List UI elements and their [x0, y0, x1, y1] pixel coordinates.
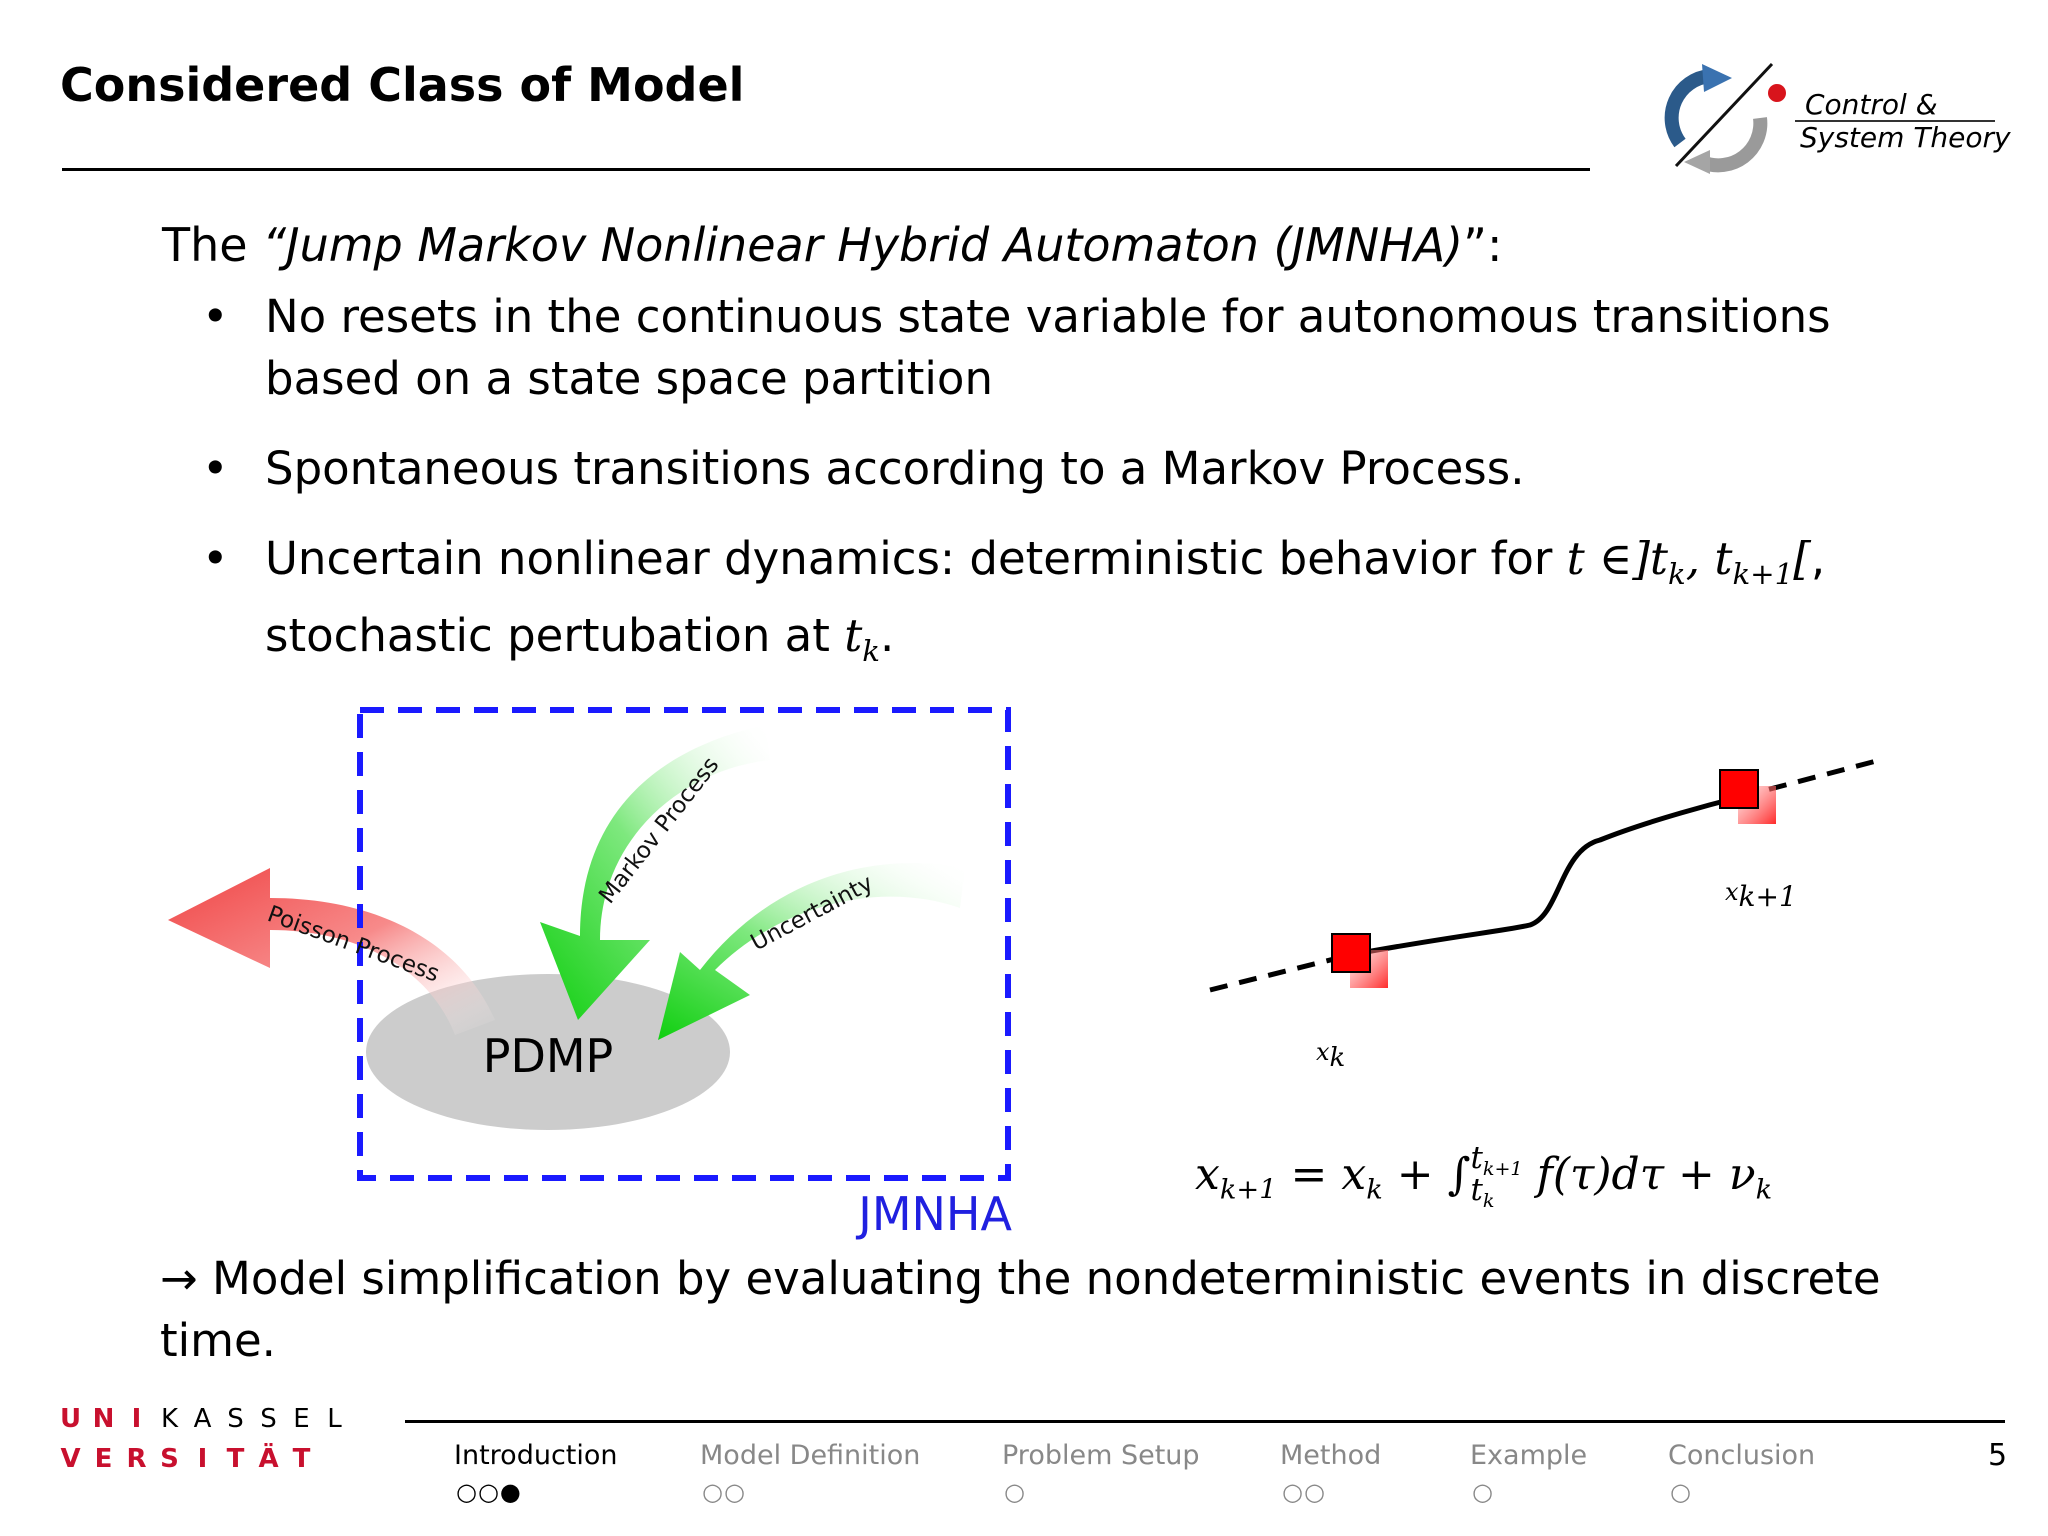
bullet-text: Uncertain nonlinear dynamics: determinis…: [265, 532, 1567, 585]
title-divider: [62, 168, 1590, 171]
nav-model-definition-dots[interactable]: ○○: [702, 1478, 746, 1506]
intro-suffix: ”:: [1463, 218, 1503, 272]
poisson-arrow: [168, 868, 495, 1035]
trajectory-dashed-right: [1739, 757, 1881, 800]
page-number: 5: [1988, 1438, 2008, 1473]
uncertainty-arrow: [658, 863, 965, 1040]
trajectory-dashed-left: [1209, 952, 1351, 993]
conclusion-text: → Model simplification by evaluating the…: [160, 1252, 1881, 1367]
bullet-list: No resets in the continuous state variab…: [200, 286, 1840, 710]
nav-conclusion[interactable]: Conclusion: [1668, 1440, 1816, 1471]
logo-line-1: Control &: [1805, 88, 1938, 121]
nav-method[interactable]: Method: [1280, 1440, 1382, 1471]
jmnha-box: [357, 707, 1011, 1181]
nav-problem-setup[interactable]: Problem Setup: [1002, 1440, 1200, 1471]
bullet-item: Uncertain nonlinear dynamics: determinis…: [200, 528, 1840, 682]
nav-problem-setup-dots[interactable]: ○: [1004, 1478, 1026, 1506]
intro-line: The “Jump Markov Nonlinear Hybrid Automa…: [162, 218, 1502, 272]
intro-model-name: “Jump Markov Nonlinear Hybrid Automaton …: [262, 218, 1464, 272]
math-interval: t ∈]tk, tk+1[: [1566, 532, 1811, 591]
nav-conclusion-dots[interactable]: ○: [1670, 1478, 1692, 1506]
markov-arrow: [540, 725, 770, 1020]
bullet-text: stochastic pertubation at: [265, 609, 845, 662]
jmnha-diagram: Poisson Process Markov Process Uncertain…: [160, 690, 1040, 1250]
trajectory-curve: [1349, 794, 1741, 958]
state-k1-label: xk+1: [1725, 878, 1797, 913]
pdmp-label: PDMP: [483, 1029, 614, 1083]
bullet-text: No resets in the continuous state variab…: [265, 290, 1831, 405]
slide-title: Considered Class of Model: [60, 58, 745, 112]
cst-emblem-icon: [1664, 62, 1786, 174]
nav-introduction[interactable]: Introduction: [454, 1440, 618, 1471]
bullet-item: Spontaneous transitions according to a M…: [200, 438, 1840, 500]
nav-example-dots[interactable]: ○: [1472, 1478, 1494, 1506]
state-k1-marker: [1719, 769, 1759, 809]
trajectory-diagram: xk+1 xk: [1180, 740, 1900, 1230]
intro-prefix: The: [162, 218, 263, 272]
nav-model-definition[interactable]: Model Definition: [700, 1440, 921, 1471]
logo-line-2: System Theory: [1800, 121, 2011, 154]
state-update-formula: xk+1 = xk + ∫ tk+1 tk f(τ)dτ + νk: [1195, 1140, 1773, 1213]
jmnha-label: JMNHA: [855, 1187, 1012, 1241]
state-k-marker: [1331, 933, 1371, 973]
nav-method-dots[interactable]: ○○: [1282, 1478, 1326, 1506]
nav-introduction-dots[interactable]: ○○●: [456, 1478, 522, 1506]
state-k-label: xk: [1316, 1038, 1345, 1073]
control-system-theory-logo: Control & System Theory: [1640, 58, 2011, 178]
nav-divider: [405, 1420, 2005, 1423]
bullet-item: No resets in the continuous state variab…: [200, 286, 1840, 410]
math-tk: tk: [844, 609, 881, 668]
logo-divider: [1795, 120, 1995, 122]
bullet-text: Spontaneous transitions according to a M…: [265, 442, 1525, 495]
nav-example[interactable]: Example: [1470, 1440, 1588, 1471]
